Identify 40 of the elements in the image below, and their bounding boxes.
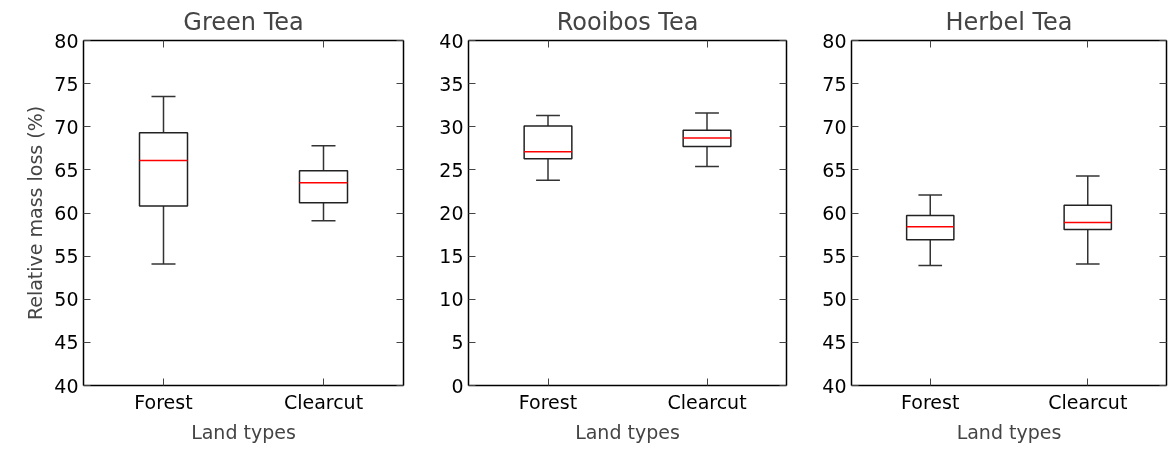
y-tick-label: 45 — [822, 331, 847, 354]
y-tick-label: 75 — [822, 72, 847, 95]
x-tick-label: Forest — [901, 390, 960, 413]
y-tick-label: 70 — [54, 115, 79, 138]
y-tick-label: 65 — [54, 158, 79, 181]
x-axis-title: Land types — [956, 420, 1062, 443]
y-tick-label: 25 — [439, 158, 464, 181]
chart-title: Green Tea — [183, 7, 304, 36]
y-tick-label: 30 — [439, 115, 464, 138]
y-tick-label: 80 — [822, 29, 847, 52]
y-tick-label: 40 — [54, 374, 79, 397]
x-tick-label: Clearcut — [283, 390, 364, 413]
y-tick-label: 55 — [54, 245, 79, 268]
y-tick-label: 70 — [822, 115, 847, 138]
y-tick-label: 35 — [439, 72, 464, 95]
x-tick-label: Forest — [134, 390, 193, 413]
y-tick-label: 10 — [439, 288, 464, 311]
y-tick-label: 75 — [54, 72, 79, 95]
y-tick-label: 15 — [439, 245, 464, 268]
chart-title: Herbel Tea — [945, 7, 1073, 36]
y-tick-label: 5 — [451, 331, 464, 354]
x-tick-label: Clearcut — [667, 390, 747, 413]
x-axis-title: Land types — [575, 420, 680, 443]
y-tick-label: 60 — [822, 202, 847, 224]
y-tick-label: 50 — [822, 288, 847, 311]
chart-title: Rooibos Tea — [556, 7, 699, 36]
y-tick-label: 45 — [54, 331, 79, 354]
x-tick-label: Forest — [518, 390, 578, 413]
y-axis-title: Relative mass loss (%) — [24, 105, 47, 321]
y-tick-label: 65 — [822, 158, 847, 181]
y-tick-label: 40 — [439, 29, 464, 52]
x-axis-title: Land types — [191, 420, 296, 443]
x-tick-label: Clearcut — [1048, 390, 1128, 413]
y-tick-label: 20 — [439, 202, 464, 224]
y-tick-label: 50 — [54, 288, 79, 311]
y-tick-label: 60 — [54, 202, 79, 224]
y-tick-label: 80 — [54, 29, 79, 52]
y-tick-label: 0 — [451, 374, 464, 397]
y-tick-label: 55 — [822, 245, 847, 268]
y-tick-label: 40 — [822, 374, 847, 397]
